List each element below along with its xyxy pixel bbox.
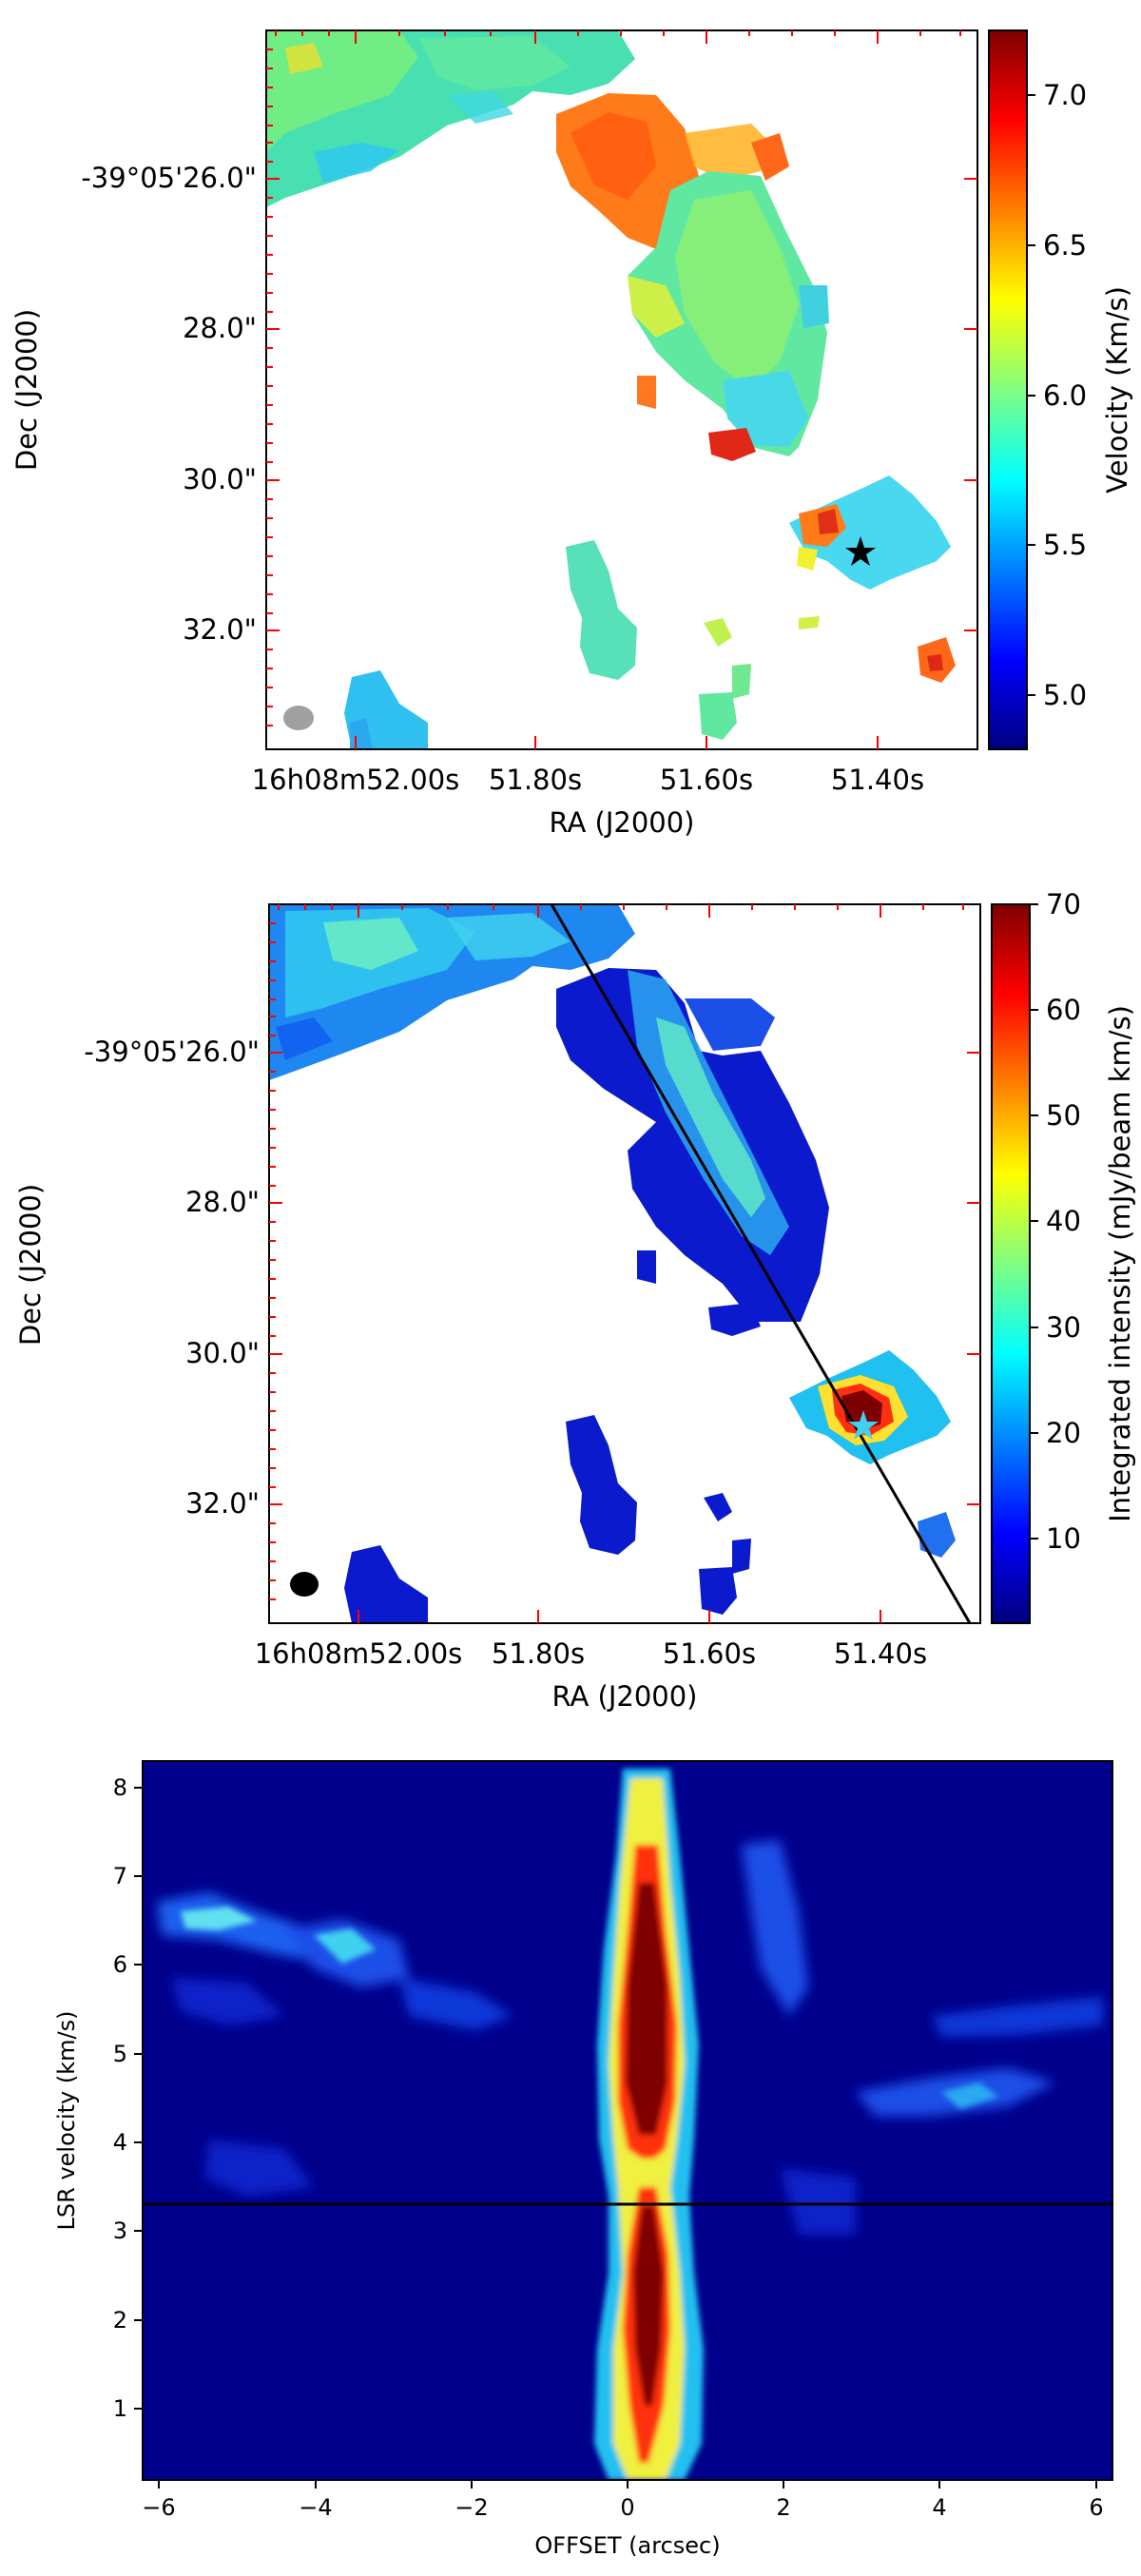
- y-ticks-left: [269, 922, 980, 1600]
- y-tick-label: 2: [113, 2307, 127, 2334]
- x-tick-label: 51.40s: [831, 764, 924, 796]
- y-axis-label: Dec (J2000): [14, 1184, 47, 1346]
- x-ticks: [158, 2480, 1097, 2489]
- x-axis-label: RA (J2000): [549, 806, 694, 839]
- velocity-map-panel: -39°05'26.0" 28.0" 30.0" 32.0" 16h08m52.…: [10, 29, 1133, 839]
- y-tick-label: -39°05'26.0": [84, 1036, 260, 1068]
- beam-ellipse-gray: [283, 706, 314, 730]
- colorbar-tick-label: 5.5: [1043, 529, 1087, 561]
- y-tick-label: 3: [113, 2218, 127, 2244]
- x-axis-label: OFFSET (arcsec): [534, 2532, 720, 2559]
- y-tick-label: 8: [113, 1774, 127, 1801]
- x-ticks-top: [275, 30, 961, 749]
- colorbar-tick-label: 20: [1046, 1417, 1081, 1449]
- y-tick-label: 6: [113, 1951, 127, 1978]
- colorbar-tick-label: 6.0: [1043, 379, 1087, 412]
- y-tick-label: 4: [113, 2129, 127, 2156]
- colorbar-tick-label: 40: [1046, 1205, 1081, 1237]
- y-ticks-left: [266, 48, 977, 726]
- y-tick-label: 30.0": [183, 463, 257, 495]
- colorbar-tick-label: 5.0: [1043, 679, 1087, 711]
- y-tick-label: 1: [113, 2395, 127, 2422]
- x-tick-label: 51.60s: [660, 764, 753, 796]
- y-tick-label: 28.0": [185, 1186, 260, 1218]
- y-tick-label: 30.0": [185, 1337, 260, 1369]
- x-tick-label: 0: [620, 2494, 634, 2521]
- x-tick-label: 4: [932, 2494, 946, 2521]
- x-tick-label: 6: [1089, 2494, 1103, 2521]
- colorbar-tick-label: 50: [1046, 1099, 1081, 1132]
- colorbar-tick-label: 7.0: [1043, 79, 1087, 111]
- x-tick-label: 51.80s: [492, 1637, 585, 1670]
- velocity-map-image: [266, 30, 956, 749]
- y-tick-label: 32.0": [185, 1487, 260, 1520]
- colorbar-ticks: [1027, 94, 1035, 696]
- x-tick-label: −4: [299, 2494, 332, 2521]
- colorbar-tick-label: 10: [1046, 1522, 1081, 1555]
- star-icon-cyan: [848, 1410, 879, 1440]
- x-ticks-top: [278, 904, 964, 1623]
- y-axis-label: Dec (J2000): [10, 309, 43, 471]
- y-tick-label: 28.0": [183, 312, 257, 344]
- intensity-map-panel: -39°05'26.0" 28.0" 30.0" 32.0" 16h08m52.…: [14, 888, 1136, 1713]
- star-icon-black: [845, 536, 876, 566]
- y-ticks: [134, 1787, 143, 2410]
- x-tick-label: 2: [776, 2494, 790, 2521]
- x-tick-label: 51.40s: [834, 1637, 927, 1670]
- x-tick-label: 16h08m52.00s: [252, 764, 460, 796]
- intensity-colorbar: [991, 903, 1031, 1624]
- colorbar-ticks: [1030, 903, 1038, 1540]
- velocity-colorbar: [988, 29, 1028, 750]
- y-axis-label: LSR velocity (km/s): [53, 2011, 80, 2231]
- colorbar-tick-label: 30: [1046, 1311, 1081, 1344]
- pv-cut-line: [550, 903, 972, 1624]
- colorbar-tick-label: 70: [1046, 888, 1081, 920]
- colorbar-label: Integrated intensity (mJy/beam km/s): [1104, 1005, 1136, 1522]
- beam-ellipse-black: [290, 1572, 319, 1597]
- x-tick-label: 51.60s: [663, 1637, 756, 1670]
- pv-diagram-panel: −6 −4 −2 0 2 4 6 1 2 3 4 5 6 7 8 OFFSET …: [53, 1760, 1113, 2559]
- x-tick-label: −6: [142, 2494, 175, 2521]
- x-axis-label: RA (J2000): [551, 1680, 697, 1713]
- y-tick-label: 7: [113, 1863, 127, 1889]
- colorbar-tick-label: 6.5: [1043, 229, 1087, 261]
- pv-diagram-image: [143, 1761, 1112, 2480]
- x-tick-label: −2: [454, 2494, 488, 2521]
- colorbar-tick-label: 60: [1046, 994, 1081, 1026]
- x-tick-label: 51.80s: [489, 764, 582, 796]
- y-tick-label: 5: [113, 2041, 127, 2067]
- intensity-map-image: [269, 904, 956, 1623]
- y-tick-label: -39°05'26.0": [81, 162, 257, 194]
- colorbar-label: Velocity (Km/s): [1101, 286, 1133, 494]
- x-tick-label: 16h08m52.00s: [255, 1637, 463, 1670]
- y-tick-label: 32.0": [183, 613, 257, 646]
